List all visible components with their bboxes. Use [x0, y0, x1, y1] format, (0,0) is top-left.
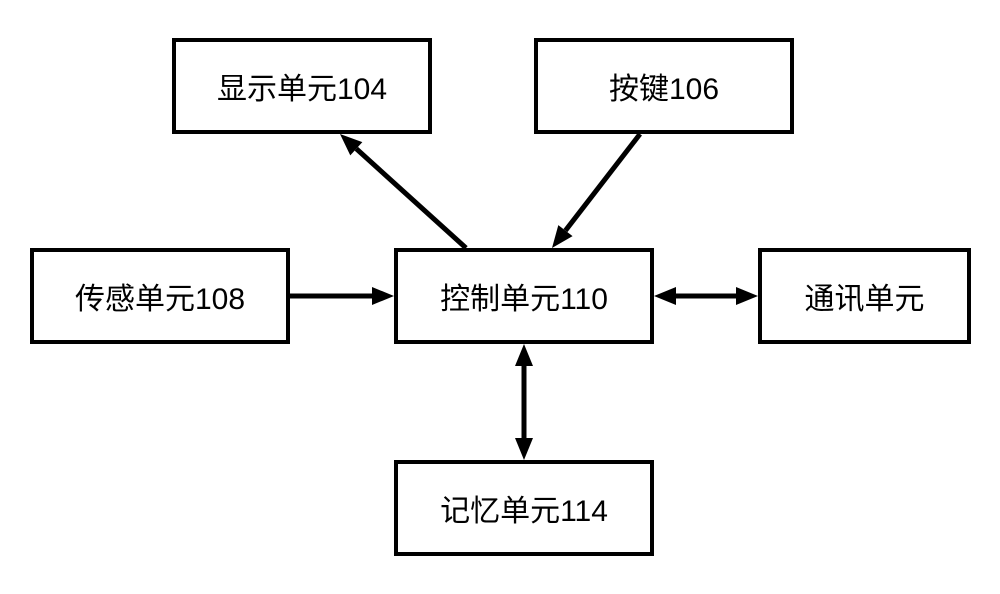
node-display-unit: 显示单元104: [172, 38, 432, 134]
node-label: 按键106: [609, 64, 719, 108]
node-sensor-unit: 传感单元108: [30, 248, 290, 344]
node-label: 控制单元110: [440, 274, 608, 318]
node-label: 显示单元104: [217, 64, 387, 108]
node-label: 传感单元108: [75, 274, 245, 318]
node-comm-unit: 通讯单元: [758, 248, 971, 344]
diagram-stage: 显示单元104 按键106 传感单元108 控制单元110 通讯单元 记忆单元1…: [0, 0, 1000, 594]
node-label: 通讯单元: [805, 274, 925, 318]
node-keys: 按键106: [534, 38, 794, 134]
node-label: 记忆单元114: [440, 486, 608, 530]
node-memory-unit: 记忆单元114: [394, 460, 654, 556]
node-control-unit: 控制单元110: [394, 248, 654, 344]
